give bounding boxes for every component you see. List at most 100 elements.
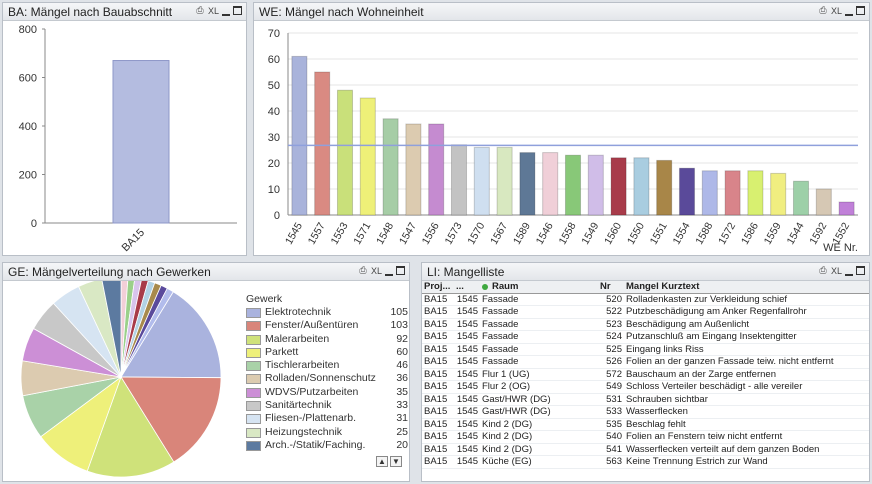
minimize-icon[interactable] bbox=[222, 13, 230, 16]
legend-item[interactable]: Tischlerarbeiten 46 bbox=[246, 359, 411, 372]
table-row[interactable]: BA15 1545 Fassade 524 Putzanschluß am Eingan… bbox=[422, 330, 869, 344]
cell-description: Wasserflecken bbox=[624, 405, 869, 419]
legend-item[interactable]: Rolladen/Sonnenschutz 36 bbox=[246, 372, 411, 385]
xl-export-button[interactable]: XL bbox=[830, 5, 842, 16]
bar-1589[interactable] bbox=[519, 152, 536, 216]
legend-item[interactable]: Fliesen-/Plattenarb. 31 bbox=[246, 412, 411, 425]
bar-1570[interactable] bbox=[473, 146, 490, 216]
x-tick-label: 1548 bbox=[374, 220, 396, 246]
y-tick-label: 60 bbox=[268, 54, 280, 66]
xl-export-button[interactable]: XL bbox=[207, 5, 219, 16]
print-icon[interactable]: ⎙ bbox=[196, 5, 204, 15]
column-header-room[interactable]: Raum bbox=[480, 281, 598, 294]
print-icon[interactable]: ⎙ bbox=[819, 5, 827, 15]
table-row[interactable]: BA15 1545 Flur 1 (UG) 572 Bauschaum an der Z… bbox=[422, 368, 869, 381]
pie-slice-other[interactable] bbox=[120, 287, 174, 378]
maximize-icon[interactable] bbox=[856, 266, 865, 275]
pie-slice-malerarbeiten[interactable] bbox=[86, 376, 175, 478]
minimize-icon[interactable] bbox=[845, 13, 853, 16]
y-tick-label: 50 bbox=[268, 80, 280, 92]
cell-number: 541 bbox=[598, 443, 624, 456]
table-row[interactable]: BA15 1545 Fassade 520 Rolladenkasten zur Ver… bbox=[422, 293, 869, 306]
cell-number: 531 bbox=[598, 393, 624, 406]
cell-number: 549 bbox=[598, 380, 624, 394]
cell-number: 523 bbox=[598, 318, 624, 331]
bar-1586[interactable] bbox=[747, 170, 764, 216]
x-tick-label: 1570 bbox=[465, 220, 487, 246]
bar-1553[interactable] bbox=[336, 89, 354, 216]
bar-1572[interactable] bbox=[724, 170, 741, 216]
bar-1567[interactable] bbox=[496, 146, 513, 216]
bar-1554[interactable] bbox=[678, 167, 696, 216]
bar-BA15[interactable] bbox=[112, 60, 170, 224]
x-tick-label: 1550 bbox=[625, 220, 647, 246]
pie-slice-arch-statik-faching[interactable] bbox=[101, 281, 122, 378]
table-row[interactable]: BA15 1545 Kind 2 (DG) 541 Wasserflecken vert… bbox=[422, 443, 869, 456]
pie-slice-fenster-au-ent-ren[interactable] bbox=[120, 376, 222, 463]
legend-item[interactable]: Parkett 60 bbox=[246, 346, 411, 359]
bar-1588[interactable] bbox=[701, 170, 718, 216]
pie-slice-elektrotechnik[interactable] bbox=[120, 291, 222, 379]
legend-swatch bbox=[246, 334, 261, 345]
legend-scroll-down-button[interactable]: ▼ bbox=[390, 456, 402, 467]
pie-slice-heizungstechnik[interactable] bbox=[78, 281, 122, 378]
bar-1546[interactable] bbox=[542, 152, 559, 216]
bar-1547[interactable] bbox=[405, 123, 422, 216]
print-icon[interactable]: ⎙ bbox=[359, 265, 367, 275]
bar-1549[interactable] bbox=[587, 154, 604, 216]
table-row[interactable]: BA15 1545 Flur 2 (OG) 549 Schloss Verteiler … bbox=[422, 380, 869, 394]
bar-1571[interactable] bbox=[359, 97, 376, 216]
bar-1544[interactable] bbox=[792, 180, 810, 216]
column-header-project[interactable]: Proj... bbox=[422, 281, 454, 294]
bar-1552[interactable] bbox=[838, 201, 855, 216]
bar-1556[interactable] bbox=[428, 123, 445, 216]
cell-number: 540 bbox=[598, 430, 624, 444]
bar-1550[interactable] bbox=[633, 157, 650, 216]
legend-item[interactable]: WDVS/Putzarbeiten 35 bbox=[246, 386, 411, 399]
bar-1548[interactable] bbox=[382, 118, 399, 216]
ba-panel: BA: Mängel nach Bauabschnitt ⎙ XL 0 200 40… bbox=[2, 2, 247, 256]
print-icon[interactable]: ⎙ bbox=[819, 265, 827, 275]
bar-1559[interactable] bbox=[770, 172, 787, 216]
legend-item[interactable]: Arch.-/Statik/Faching. 20 bbox=[246, 439, 411, 452]
legend-item[interactable]: Elektrotechnik 105 bbox=[246, 306, 411, 319]
ge-panel: GE: Mängelverteilung nach Gewerken ⎙ XL … bbox=[2, 262, 410, 482]
table-row[interactable]: BA15 1545 Kind 2 (DG) 535 Beschlag fehlt bbox=[422, 418, 869, 431]
xl-export-button[interactable]: XL bbox=[830, 265, 842, 276]
bar-1560[interactable] bbox=[610, 157, 627, 216]
bar-1573[interactable] bbox=[450, 144, 468, 216]
xl-export-button[interactable]: XL bbox=[370, 265, 382, 276]
bar-1545[interactable] bbox=[291, 55, 308, 216]
bar-1592[interactable] bbox=[815, 188, 832, 216]
bar-1558[interactable] bbox=[564, 154, 582, 216]
table-row[interactable]: BA15 1545 Gast/HWR (DG) 531 Schrauben sichtb… bbox=[422, 393, 869, 406]
maximize-icon[interactable] bbox=[856, 6, 865, 15]
table-row[interactable]: BA15 1545 Fassade 525 Eingang links Riss bbox=[422, 343, 869, 356]
table-row[interactable]: BA15 1545 Fassade 522 Putzbeschädigung am An… bbox=[422, 305, 869, 319]
cell-room: Fassade bbox=[480, 355, 598, 369]
column-header-unit[interactable]: ... bbox=[454, 281, 480, 294]
li-panel-title: LI: Mangelliste bbox=[427, 265, 505, 279]
table-row[interactable]: BA15 1545 Fassade 526 Folien an der ganzen F… bbox=[422, 355, 869, 369]
table-row[interactable]: BA15 1545 Küche (EG) 563 Keine Trennung Estr… bbox=[422, 455, 869, 469]
legend-item[interactable]: Heizungstechnik 25 bbox=[246, 426, 411, 439]
bar-1557[interactable] bbox=[314, 71, 331, 216]
table-row[interactable]: BA15 1545 Kind 2 (DG) 540 Folien an Fenstern… bbox=[422, 430, 869, 444]
table-row[interactable]: BA15 1545 Fassade 523 Beschädigung am Außenl… bbox=[422, 318, 869, 331]
x-tick-label: BA15 bbox=[120, 227, 148, 255]
legend-label: Elektrotechnik bbox=[265, 306, 331, 318]
table-row[interactable]: BA15 1545 Gast/HWR (DG) 533 Wasserflecken bbox=[422, 405, 869, 419]
column-header-description[interactable]: Mangel Kurztext bbox=[624, 281, 869, 294]
bar-1551[interactable] bbox=[656, 159, 673, 216]
legend-item[interactable]: Malerarbeiten 92 bbox=[246, 333, 411, 346]
maximize-icon[interactable] bbox=[396, 266, 405, 275]
cell-description: Putzbeschädigung am Anker Regenfallrohr bbox=[624, 305, 869, 319]
column-header-number[interactable]: Nr bbox=[598, 281, 624, 294]
minimize-icon[interactable] bbox=[385, 273, 393, 276]
maximize-icon[interactable] bbox=[233, 6, 242, 15]
legend-item[interactable]: Sanitärtechnik 33 bbox=[246, 399, 411, 412]
li-caption-bar: LI: Mangelliste ⎙ XL bbox=[422, 263, 869, 281]
legend-item[interactable]: Fenster/Außentüren 103 bbox=[246, 319, 411, 332]
legend-scroll-up-button[interactable]: ▲ bbox=[376, 456, 388, 467]
minimize-icon[interactable] bbox=[845, 273, 853, 276]
